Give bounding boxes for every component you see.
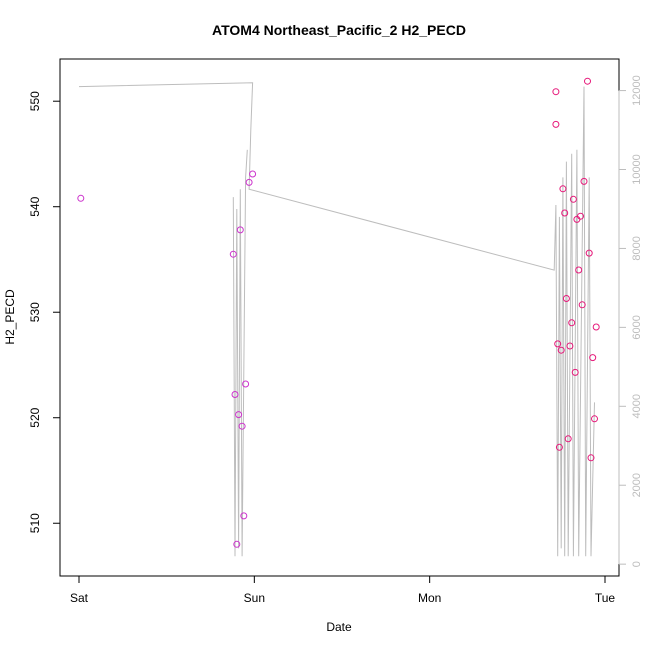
- data-point-15: [557, 346, 565, 354]
- x-axis-label: Date: [326, 620, 352, 634]
- data-point-34: [592, 323, 600, 331]
- y2-tick-label-5: 10000: [631, 154, 643, 185]
- data-point-25: [575, 266, 583, 274]
- data-point-18: [562, 295, 570, 302]
- data-point-22: [569, 195, 577, 203]
- y2-tick-label-4: 8000: [631, 236, 643, 260]
- data-point-28: [580, 177, 588, 185]
- data-point-30: [585, 249, 593, 257]
- data-point-1: [229, 250, 237, 258]
- y-axis: 510 520 530 540 550: [28, 91, 61, 533]
- y2-tick-label-0: 0: [631, 561, 643, 567]
- data-point-29: [584, 77, 591, 85]
- y2-axis: 0 2000 4000 6000 8000 10000 12000: [618, 75, 643, 567]
- data-point-12: [552, 120, 560, 128]
- data-point-0: [77, 194, 85, 202]
- data-point-11: [552, 88, 560, 96]
- x-tick-label-2: Mon: [418, 591, 441, 605]
- data-point-26: [577, 212, 584, 220]
- data-point-14: [555, 443, 563, 451]
- data-point-32: [589, 354, 597, 362]
- data-point-4: [235, 411, 243, 419]
- y-tick-label-3: 540: [28, 196, 42, 216]
- y2-tick-label-2: 4000: [631, 394, 643, 418]
- data-point-13: [554, 340, 562, 348]
- data-point-2: [231, 391, 239, 398]
- y-tick-label-1: 520: [28, 407, 42, 427]
- data-point-33: [591, 415, 598, 423]
- data-point-10: [249, 170, 257, 178]
- x-tick-label-1: Sun: [244, 591, 265, 605]
- y-tick-label-2: 530: [28, 302, 42, 322]
- data-point-19: [564, 435, 572, 443]
- data-point-17: [561, 209, 569, 217]
- data-point-23: [571, 368, 579, 376]
- y-tick-label-4: 550: [28, 91, 42, 111]
- data-point-8: [242, 380, 250, 388]
- y-tick-label-0: 510: [28, 513, 42, 533]
- chart-title: ATOM4 Northeast_Pacific_2 H2_PECD: [212, 22, 466, 38]
- plot-frame: [59, 58, 620, 577]
- y2-line-sunday: [232, 149, 248, 557]
- y2-tick-label-1: 2000: [631, 473, 643, 497]
- x-tick-label-3: Tue: [595, 591, 616, 605]
- data-point-21: [568, 319, 576, 327]
- data-point-20: [566, 342, 574, 350]
- y2-tick-label-6: 12000: [631, 75, 643, 106]
- y2-line-series: [78, 82, 595, 557]
- data-point-3: [233, 540, 241, 548]
- data-point-9: [245, 178, 253, 186]
- points-series: [77, 77, 600, 548]
- data-point-31: [587, 454, 595, 462]
- data-point-5: [236, 226, 244, 234]
- x-tick-label-0: Sat: [70, 591, 89, 605]
- data-point-6: [238, 422, 246, 430]
- y2-line-main: [78, 82, 595, 557]
- y2-tick-label-3: 6000: [631, 315, 643, 339]
- y-axis-label: H2_PECD: [3, 289, 17, 345]
- data-point-7: [240, 512, 248, 520]
- data-point-27: [578, 301, 586, 309]
- data-point-16: [559, 185, 567, 193]
- x-axis: Sat Sun Mon Tue: [70, 575, 616, 605]
